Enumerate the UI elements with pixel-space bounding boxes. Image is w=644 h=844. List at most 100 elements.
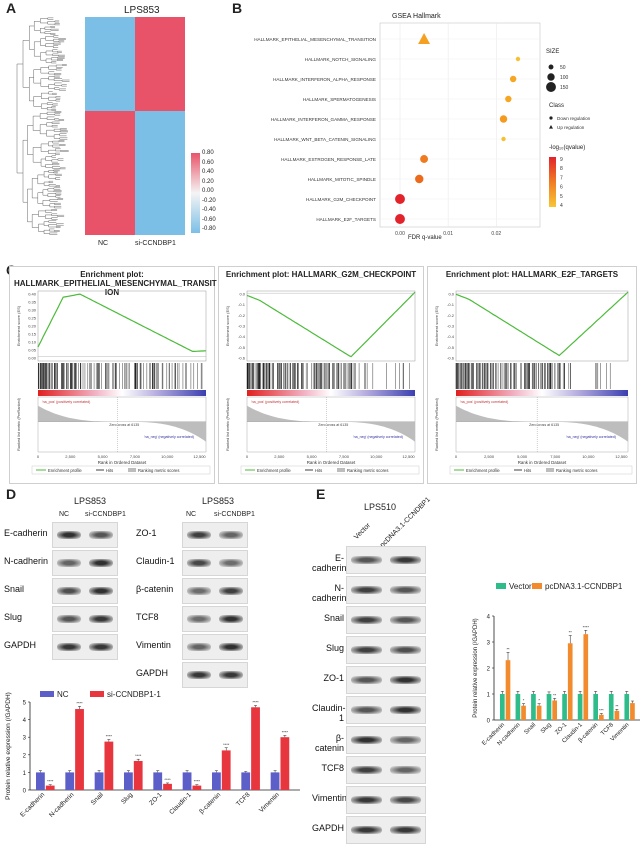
bar-category-label: N-cadherin (48, 791, 76, 819)
enrich-legend-profile: Enrichment profile (48, 468, 82, 473)
gsea-legend-class-dot (549, 116, 553, 120)
wb-row-label: TCF8 (321, 763, 345, 773)
wb-band (219, 671, 243, 679)
bar-si-ccndbp1-1 (221, 750, 231, 790)
significance-label: ** (569, 630, 573, 635)
enrichment-plot-svg: 0.40 0.35 0.30 0.25 0.20 0.15 0.10 0.05 0.00 Enri… (16, 290, 211, 475)
gsea-legend-size-label: 50 (560, 65, 566, 71)
bar-pcdna3-1-ccndbp1 (599, 714, 604, 720)
wb-band (89, 643, 113, 651)
wb-band (351, 706, 382, 714)
wb-band (57, 615, 81, 623)
significance-label: **** (47, 779, 54, 784)
es-ytick-label: -0.6 (447, 356, 455, 361)
bar-legend-swatch (496, 583, 506, 589)
bar-si-ccndbp1-1 (251, 707, 260, 790)
wb-row-label: GAPDH (4, 640, 37, 650)
wb-d-left-col-nc: NC (59, 511, 70, 518)
enrichment-profile-line (455, 291, 629, 357)
bar-si-ccndbp1-1 (133, 760, 143, 790)
es-ytick-label: 0.00 (28, 356, 37, 361)
heatmap-scale-tick: -0.20 (202, 197, 216, 204)
wb-band (187, 587, 211, 595)
bar-legend-swatch (532, 583, 542, 589)
bar-legend-label: NC (57, 690, 69, 699)
gsea-dot (395, 194, 405, 204)
es-ylabel: Enrichment score (ES) (16, 305, 21, 346)
wb-row-label: ZO-1 (323, 673, 344, 683)
dendrogram (16, 17, 70, 235)
enrichment-plot: Enrichment plot: HALLMARK_EPITHELIAL_MES… (9, 266, 217, 484)
heatmap-scale-tick: 0.20 (202, 178, 214, 185)
bar-ylabel: Protein relative expression (/GAPDH) (473, 618, 479, 717)
wb-row-label: N-cadherin (312, 583, 347, 603)
panel-label-e: E (316, 486, 326, 502)
ranked-xlabel: Rank in Ordered Dataset (307, 460, 356, 465)
wb-band (57, 531, 81, 539)
bar-category-label: Claudin-1 (168, 791, 193, 816)
wb-blot (52, 606, 118, 632)
gsea-term-label: HALLMARK_ESTROGEN_RESPONSE_LATE (281, 157, 376, 162)
wb-row-label: β-catenin (136, 584, 174, 594)
ranked-ylabel: Ranked list metric (PreRanked) (17, 397, 21, 450)
bar-legend-label: Vector (509, 582, 532, 591)
enrichment-profile-line (246, 291, 416, 358)
bar-category-label: Slug (540, 722, 553, 735)
wb-band (351, 736, 382, 744)
gsea-term-label: HALLMARK_G2M_CHECKPOINT (306, 197, 376, 202)
gsea-legend-color-title: -log₁₀(qvalue) (549, 145, 586, 151)
es-ytick-label: 0.25 (28, 316, 37, 321)
gsea-term-label: HALLMARK_INTERFERON_GAMMA_RESPONSE (271, 117, 376, 122)
bar-nc (65, 772, 75, 790)
gsea-legend-size-label: 150 (560, 85, 569, 91)
enrichment-plot-title: Enrichment plot: HALLMARK_EPITHELIAL_MES… (14, 270, 217, 297)
enrich-legend-hits: Hits (315, 468, 322, 473)
bar-ytick-label: 4 (487, 615, 491, 621)
wb-band (187, 531, 211, 539)
bar-ytick-label: 2 (487, 667, 491, 673)
enrichment-plot-svg: 0.0 -0.1 -0.2 -0.3 -0.4 -0.5 -0.6 Enrichment sc… (434, 290, 633, 475)
es-ytick-label: -0.6 (238, 356, 246, 361)
heatmap-svg (16, 17, 200, 235)
gsea-dot (395, 214, 405, 224)
bar-pcdna3-1-ccndbp1 (583, 634, 589, 720)
wb-band (187, 615, 211, 623)
significance-label: **** (223, 742, 230, 747)
wb-band (351, 676, 382, 684)
wb-band (89, 615, 113, 623)
bar-pcdna3-1-ccndbp1 (521, 705, 526, 720)
es-ytick-label: -0.3 (238, 324, 246, 329)
zero-cross-label: Zero cross at 6135 (318, 423, 348, 427)
es-plot-frame (455, 290, 629, 362)
wb-band (390, 676, 421, 684)
bar-ytick-label: 4 (23, 718, 27, 724)
bar-pcdna3-1-ccndbp1 (505, 660, 511, 720)
bar-si-ccndbp1-1 (104, 741, 114, 790)
ranking-color-bar (38, 390, 206, 396)
gsea-xlabel: FDR q-value (408, 235, 442, 241)
bar-nc (94, 772, 104, 790)
wb-row-label: Claudin-1 (136, 556, 175, 566)
bar-si-ccndbp1-1 (280, 737, 290, 790)
es-ytick-label: -0.2 (238, 313, 246, 318)
enrich-legend-metric: Ranking metric scores (138, 468, 179, 473)
bar-ytick-label: 2 (23, 753, 27, 759)
gsea-legend-class-label: Down regulation (557, 116, 591, 121)
ranked-xlabel: Rank in Ordered Dataset (98, 460, 147, 465)
panel-label-a: A (6, 0, 17, 16)
enrich-legend-metric-swatch (128, 468, 136, 472)
enrichment-plots: Enrichment plot: HALLMARK_EPITHELIAL_MES… (0, 266, 644, 484)
gsea-color-tick: 8 (560, 166, 563, 172)
gsea-xtick-label: 0.00 (395, 231, 405, 237)
pos-correlated-label: 'na_pos' (positively correlated) (251, 400, 299, 404)
wb-band (390, 586, 421, 594)
wb-band (187, 671, 211, 679)
enrichment-plot-title: Enrichment plot: HALLMARK_E2F_TARGETS (445, 270, 619, 279)
es-plot-frame (37, 290, 207, 362)
wb-band (351, 616, 382, 624)
wb-band (390, 646, 421, 654)
heatmap-cell-nc-bottom (85, 111, 135, 235)
gsea-legend-class-triangle (549, 125, 553, 129)
bar-vector (546, 694, 552, 720)
heatmap-title: LPS853 (124, 5, 160, 16)
